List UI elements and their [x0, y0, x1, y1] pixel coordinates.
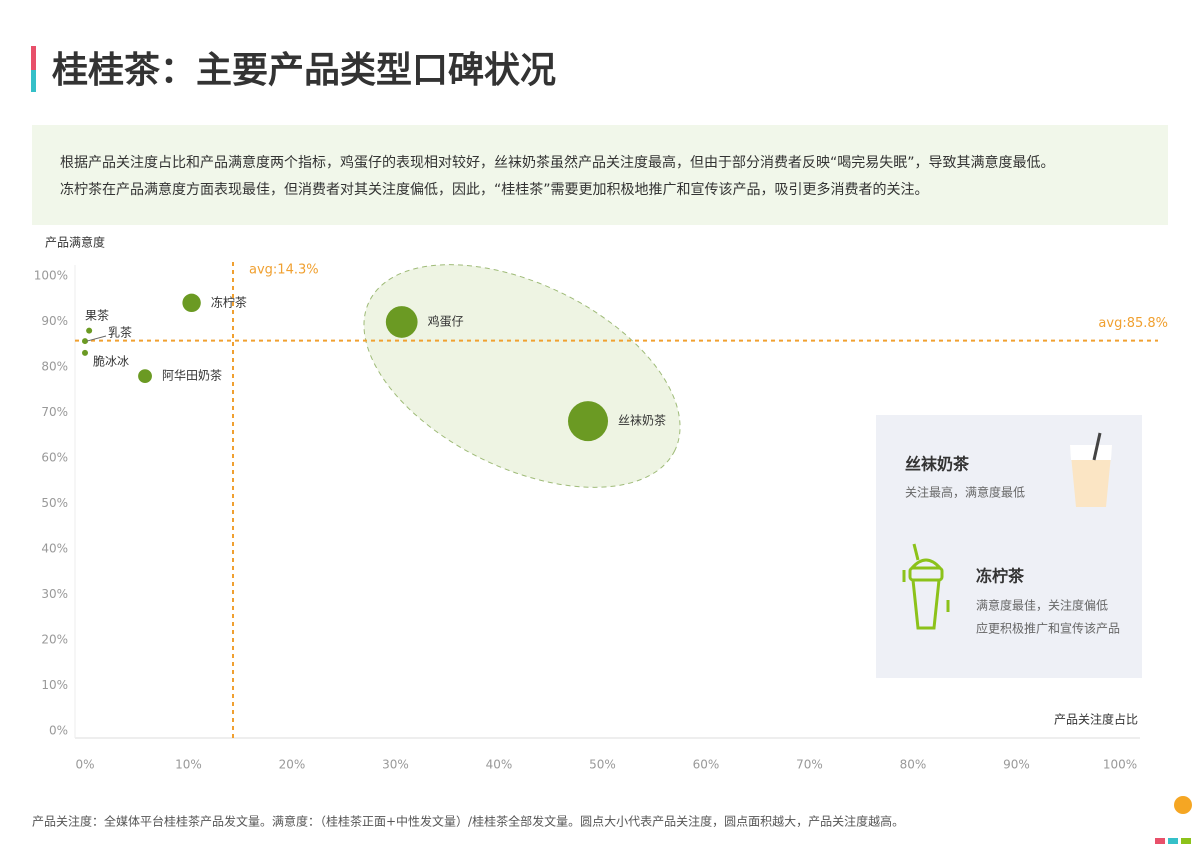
y-tick-label: 70% — [41, 405, 68, 419]
summary-box — [32, 125, 1168, 225]
title-accent — [31, 70, 36, 92]
y-tick-label: 20% — [41, 633, 68, 647]
y-axis-label: 产品满意度 — [45, 235, 105, 250]
y-tick-label: 90% — [41, 314, 68, 328]
point-label: 果茶 — [85, 308, 109, 323]
point-label: 乳茶 — [108, 325, 132, 340]
callout-text: 关注最高，满意度最低 — [905, 485, 1025, 500]
y-tick-label: 100% — [34, 269, 68, 283]
bubble — [138, 369, 152, 384]
y-tick-label: 60% — [41, 451, 68, 465]
bubble — [82, 349, 88, 356]
y-tick-label: 80% — [41, 360, 68, 374]
leader-line — [86, 335, 107, 342]
footnote: 产品关注度：全媒体平台桂桂茶产品发文量。满意度：（桂桂茶正面+中性发文量）/桂桂… — [32, 814, 904, 829]
title-accent — [31, 46, 36, 70]
x-tick-label: 0% — [75, 758, 94, 772]
y-tick-label: 40% — [41, 542, 68, 556]
logo — [1155, 796, 1192, 844]
y-tick-label: 30% — [41, 587, 68, 601]
point-label: 冻柠茶 — [211, 294, 247, 309]
callout-text: 应更积极推广和宣传该产品 — [976, 621, 1120, 636]
callout-title: 冻柠茶 — [976, 567, 1025, 586]
title: 桂桂茶：主要产品类型口碑状况 — [52, 50, 556, 91]
x-tick-label: 80% — [900, 758, 927, 772]
x-tick-label: 20% — [279, 758, 306, 772]
x-tick-label: 100% — [1103, 758, 1137, 772]
highlight-ellipse — [363, 264, 681, 488]
x-tick-label: 10% — [175, 758, 202, 772]
bubble — [385, 306, 418, 338]
average-label: avg:85.8% — [1098, 316, 1168, 331]
point-label: 丝袜奶茶 — [618, 413, 666, 428]
y-tick-label: 50% — [41, 496, 68, 510]
lemon-tea-icon — [902, 543, 950, 630]
bubble — [86, 327, 93, 334]
x-tick-label: 70% — [796, 758, 823, 772]
summary-line: 根据产品关注度占比和产品满意度两个指标，鸡蛋仔的表现相对较好，丝袜奶茶虽然产品关… — [60, 154, 1055, 171]
average-label: avg:14.3% — [249, 263, 319, 278]
point-label: 脆冰冰 — [93, 354, 129, 369]
x-tick-label: 40% — [486, 758, 513, 772]
callout-text: 满意度最佳，关注度偏低 — [976, 598, 1108, 613]
x-tick-label: 30% — [382, 758, 409, 772]
milk-tea-icon — [1070, 432, 1112, 507]
point-label: 阿华田奶茶 — [162, 368, 222, 383]
callout-title: 丝袜奶茶 — [905, 455, 970, 474]
bubble — [82, 338, 88, 345]
y-tick-label: 0% — [49, 724, 68, 738]
point-label: 鸡蛋仔 — [428, 313, 464, 328]
bubble — [182, 293, 201, 313]
bubble — [568, 401, 609, 442]
x-tick-label: 60% — [693, 758, 720, 772]
x-axis-label: 产品关注度占比 — [1054, 712, 1138, 727]
x-tick-label: 90% — [1003, 758, 1030, 772]
x-tick-label: 50% — [589, 758, 616, 772]
summary-line: 冻柠茶在产品满意度方面表现最佳，但消费者对其关注度偏低，因此，“桂桂茶”需要更加… — [60, 181, 929, 198]
y-tick-label: 10% — [41, 678, 68, 692]
